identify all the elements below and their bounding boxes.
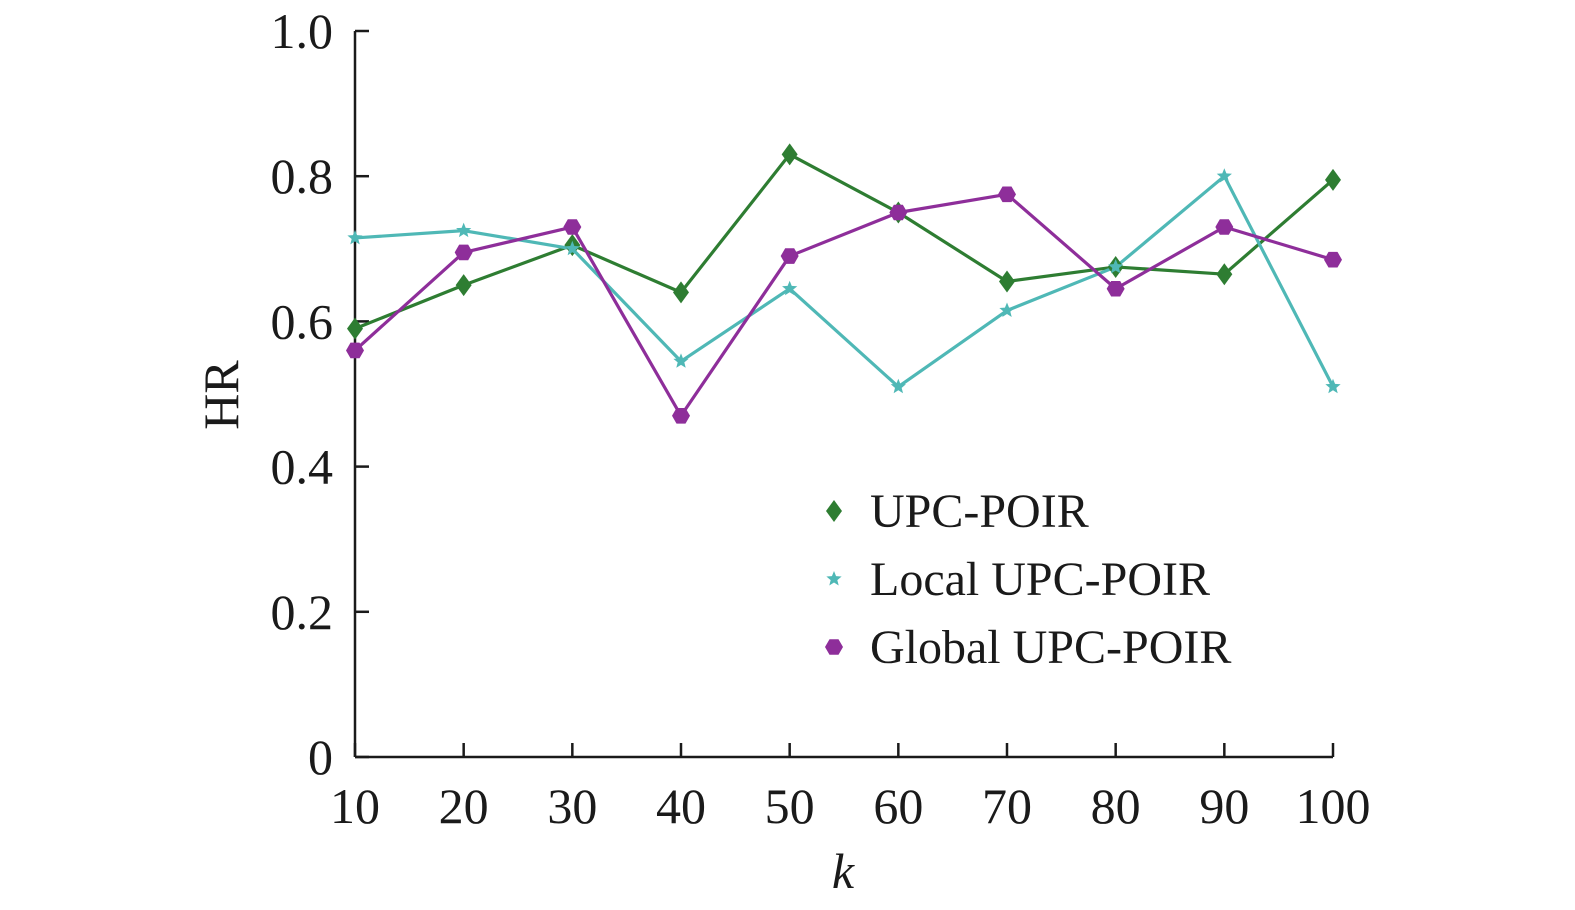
x-tick-label: 50 [765, 778, 815, 834]
data-point [782, 280, 798, 296]
series-lines [353, 152, 1335, 418]
data-point [672, 407, 690, 424]
data-point [673, 353, 689, 368]
data-point [563, 219, 582, 235]
legend-label: Global UPC-POIR [870, 621, 1231, 674]
x-tick-label: 90 [1199, 778, 1249, 834]
y-tick-label: 0.8 [271, 148, 334, 204]
data-point [564, 240, 580, 256]
legend-label: Local UPC-POIR [870, 553, 1210, 606]
y-tick-label: 0.6 [271, 293, 334, 349]
data-point [1325, 378, 1341, 394]
x-tick-label: 10 [330, 778, 380, 834]
data-point [998, 186, 1016, 203]
x-tick-label: 30 [547, 778, 597, 834]
data-point [1216, 168, 1232, 183]
series-markers [346, 143, 1342, 424]
axes: 0 0.2 0.4 0.6 0.8 1.0 10 20 30 40 50 60 70 80 90 100 [271, 3, 1371, 834]
x-tick-label: 40 [656, 778, 706, 834]
y-tick-label: 0.4 [271, 439, 334, 495]
data-point [347, 229, 363, 245]
data-point [346, 342, 364, 359]
data-point [1325, 168, 1341, 191]
data-point [1324, 251, 1342, 268]
data-point [1108, 258, 1124, 274]
y-tick-label: 0 [308, 729, 333, 785]
data-point [1106, 280, 1125, 297]
legend-marker [825, 639, 843, 655]
data-point [455, 274, 472, 297]
data-point [454, 244, 473, 261]
series-line-3 [353, 192, 1334, 418]
legend: UPC-POIR Local UPC-POIR Global UPC-POIR [825, 485, 1231, 674]
data-point [780, 248, 799, 264]
x-tick-label: 70 [982, 778, 1032, 834]
x-tick-label: 100 [1296, 778, 1371, 834]
x-tick-label: 20 [439, 778, 489, 834]
data-point [456, 222, 472, 238]
legend-marker [826, 571, 842, 586]
y-tick-label: 0.2 [271, 584, 334, 640]
data-point [999, 270, 1015, 293]
y-axis-title: HR [193, 360, 249, 430]
data-point [781, 143, 798, 166]
legend-marker [826, 500, 842, 522]
data-point [889, 204, 908, 221]
y-tick-label: 1.0 [271, 3, 334, 59]
series-line-2 [354, 174, 1335, 389]
x-tick-label: 60 [873, 778, 923, 834]
data-point [1216, 263, 1233, 286]
x-tick-label: 80 [1091, 778, 1141, 834]
legend-label: UPC-POIR [870, 485, 1089, 538]
data-point [673, 281, 689, 304]
data-point [999, 302, 1015, 317]
data-point [890, 378, 906, 394]
data-point [1215, 219, 1234, 235]
data-point [347, 317, 363, 340]
series-line-1 [354, 152, 1335, 331]
x-axis-title: k [832, 843, 855, 899]
